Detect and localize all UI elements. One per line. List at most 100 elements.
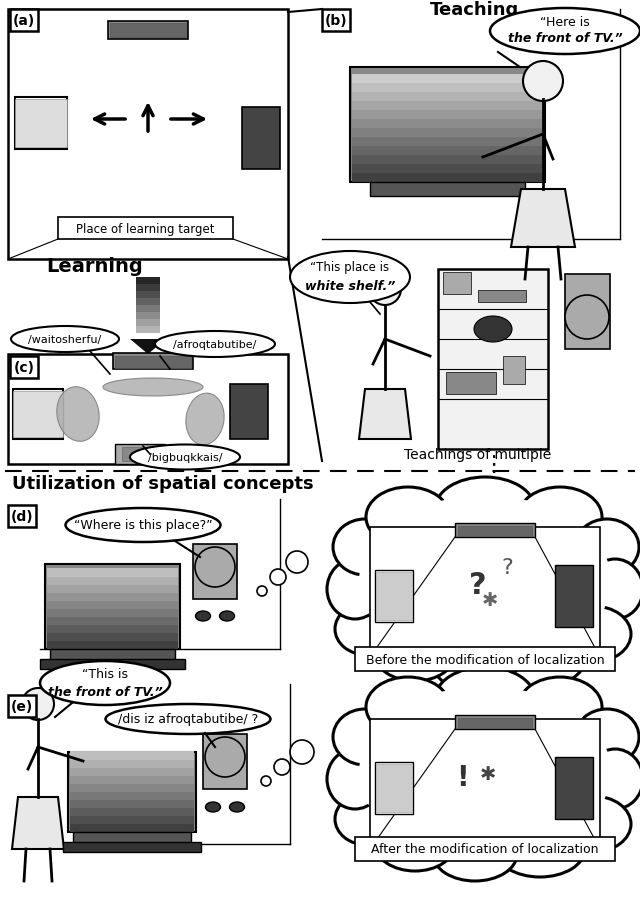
Bar	[70, 751, 194, 760]
Bar	[376, 573, 412, 621]
Ellipse shape	[65, 509, 221, 542]
Bar	[443, 272, 471, 295]
Ellipse shape	[103, 379, 203, 397]
Ellipse shape	[518, 677, 602, 737]
Ellipse shape	[40, 661, 170, 705]
Bar	[70, 759, 194, 769]
Bar	[70, 783, 194, 792]
Bar	[352, 138, 543, 147]
Text: Teachings of multiple: Teachings of multiple	[404, 447, 552, 462]
Circle shape	[274, 759, 290, 775]
Ellipse shape	[359, 496, 611, 667]
Bar	[193, 545, 237, 599]
Circle shape	[261, 776, 271, 787]
Bar	[70, 815, 194, 824]
Bar	[70, 775, 194, 784]
Text: (b): (b)	[324, 14, 348, 28]
Bar	[113, 354, 193, 370]
Bar	[136, 278, 160, 285]
Bar	[136, 291, 160, 299]
Polygon shape	[359, 390, 411, 439]
Ellipse shape	[333, 709, 397, 765]
Ellipse shape	[555, 606, 631, 662]
Ellipse shape	[518, 487, 602, 548]
Text: /afroqtabutibe/: /afroqtabutibe/	[173, 340, 257, 350]
Bar	[458, 718, 532, 728]
Bar	[352, 129, 543, 138]
Bar	[555, 566, 593, 627]
Text: ?: ?	[469, 570, 487, 599]
Text: white shelf.”: white shelf.”	[305, 280, 395, 292]
Bar	[73, 832, 191, 844]
Bar	[8, 505, 36, 528]
Bar	[45, 565, 180, 649]
Bar	[438, 270, 548, 449]
Bar	[455, 523, 535, 538]
Text: “Where is this place?”: “Where is this place?”	[74, 519, 212, 532]
Text: !: !	[456, 763, 468, 791]
Text: Place of learning target: Place of learning target	[76, 222, 214, 235]
Bar	[63, 842, 201, 852]
Bar	[10, 356, 38, 379]
Bar	[13, 390, 63, 439]
Text: ?: ?	[501, 557, 513, 577]
Bar	[352, 111, 543, 120]
Bar	[47, 584, 178, 594]
Bar	[47, 624, 178, 633]
Bar	[446, 373, 496, 394]
Bar	[503, 356, 525, 384]
Ellipse shape	[495, 631, 585, 687]
Text: “Here is: “Here is	[540, 15, 590, 29]
Bar	[136, 306, 160, 313]
Ellipse shape	[555, 796, 631, 852]
Text: Utilization of spatial concepts: Utilization of spatial concepts	[12, 474, 314, 492]
Bar	[15, 98, 67, 150]
Ellipse shape	[575, 520, 639, 575]
Ellipse shape	[290, 252, 410, 304]
Ellipse shape	[474, 317, 512, 343]
Text: (a): (a)	[13, 14, 35, 28]
Bar	[370, 719, 600, 849]
Bar	[47, 616, 178, 625]
Bar	[136, 285, 160, 291]
Ellipse shape	[375, 817, 455, 871]
Circle shape	[270, 569, 286, 585]
Bar	[8, 10, 288, 260]
Ellipse shape	[366, 677, 450, 737]
Bar	[122, 447, 158, 462]
Ellipse shape	[375, 627, 455, 681]
Ellipse shape	[433, 827, 517, 881]
Text: /bigbuqkkais/: /bigbuqkkais/	[148, 453, 222, 463]
Bar	[70, 824, 194, 832]
Bar	[565, 275, 610, 350]
Bar	[370, 528, 600, 658]
Circle shape	[523, 62, 563, 102]
Bar	[136, 313, 160, 319]
Bar	[350, 68, 545, 183]
Bar	[115, 356, 191, 369]
Ellipse shape	[106, 704, 271, 734]
Text: (d): (d)	[11, 510, 33, 523]
Ellipse shape	[355, 496, 615, 667]
Bar	[370, 183, 525, 197]
Circle shape	[565, 296, 609, 340]
Ellipse shape	[327, 750, 383, 809]
Ellipse shape	[220, 612, 234, 621]
Circle shape	[205, 737, 245, 778]
Text: ✱: ✱	[482, 590, 498, 609]
Text: (c): (c)	[13, 361, 35, 374]
Text: the front of TV.”: the front of TV.”	[48, 685, 163, 698]
Bar	[352, 147, 543, 156]
Bar	[8, 695, 36, 717]
Text: Teaching: Teaching	[430, 1, 519, 19]
Text: “This place is: “This place is	[310, 262, 390, 274]
Text: ⋮: ⋮	[482, 455, 504, 474]
Ellipse shape	[587, 559, 640, 620]
Ellipse shape	[433, 638, 517, 691]
Polygon shape	[130, 340, 166, 354]
Ellipse shape	[186, 393, 224, 446]
Bar	[322, 10, 350, 32]
Ellipse shape	[495, 821, 585, 877]
Bar	[136, 299, 160, 306]
Bar	[58, 217, 233, 240]
